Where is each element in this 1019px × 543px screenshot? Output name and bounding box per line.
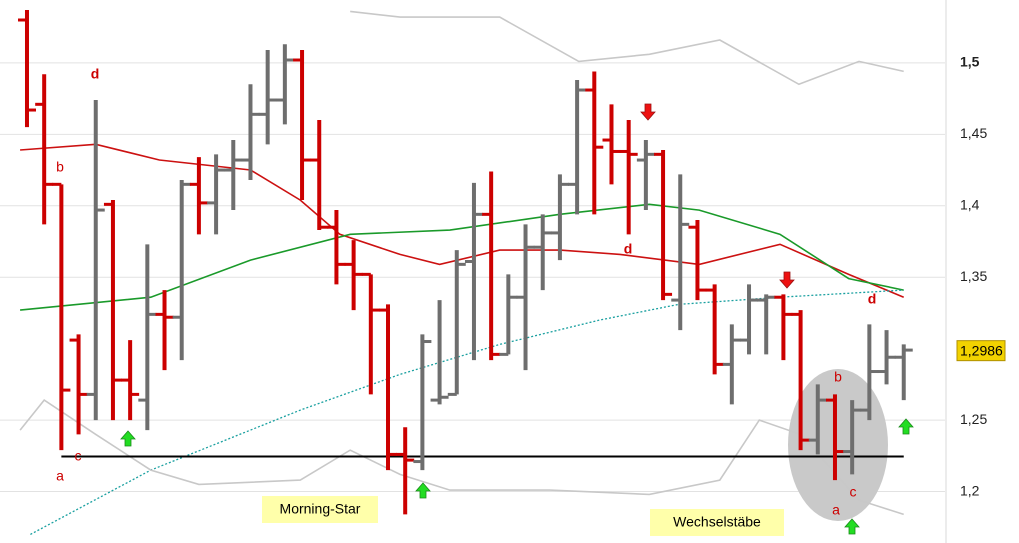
ohlc-bar	[516, 224, 535, 371]
ohlc-bar	[103, 200, 122, 421]
ohlc-bar	[327, 210, 346, 285]
ohlc-bar	[894, 344, 913, 401]
ohlc-bar	[757, 294, 776, 355]
annotation: a	[832, 502, 840, 518]
annotation: c	[850, 484, 857, 500]
label-box	[650, 509, 784, 536]
ohlc-bar	[35, 74, 54, 225]
ohlc-bar	[482, 171, 501, 361]
ohlc-bar	[550, 174, 569, 261]
annotation: b	[56, 159, 64, 175]
y-tick-label: 1,4	[960, 196, 980, 212]
ohlc-bar	[310, 120, 329, 231]
ohlc-bar	[189, 157, 208, 235]
ohlc-bar	[413, 334, 432, 471]
ohlc-bar	[705, 284, 724, 375]
ohlc-bar	[241, 84, 260, 181]
ohlc-bar	[877, 330, 896, 385]
label-box	[262, 496, 378, 523]
ohlc-bar	[258, 50, 277, 145]
ohlc-bar	[361, 272, 380, 395]
ohlc-bar	[69, 334, 88, 435]
ohlc-bar	[636, 140, 655, 211]
ohlc-bar	[602, 104, 621, 185]
indicator-line	[20, 143, 905, 298]
ohlc-bar	[654, 150, 673, 301]
ohlc-bar	[585, 71, 604, 215]
ohlc-bar	[843, 400, 862, 475]
highlight-ellipse	[788, 369, 888, 521]
down-arrow	[640, 103, 656, 121]
up-arrow	[415, 482, 431, 499]
ohlc-bar	[447, 250, 466, 396]
ohlc-bar	[224, 140, 243, 211]
ohlc-bar	[379, 304, 398, 471]
ohlc-bar	[207, 154, 226, 235]
ohlc-bar	[860, 324, 879, 421]
ohlc-bar	[808, 384, 827, 455]
annotation: d	[624, 241, 633, 257]
ohlc-bar	[138, 244, 157, 431]
ohlc-bar	[172, 180, 191, 361]
annotation: c	[75, 448, 82, 464]
ohlc-bar	[121, 340, 140, 421]
annotation: d	[868, 291, 877, 307]
up-arrow	[898, 418, 914, 435]
y-tick-label: 1,2	[960, 482, 980, 498]
ohlc-bar	[275, 44, 294, 125]
up-arrow	[120, 430, 136, 447]
up-arrow	[844, 518, 860, 535]
ohlc-bar	[791, 310, 810, 451]
annotation: b	[834, 369, 842, 385]
ohlc-bar	[344, 240, 363, 311]
annotation: d	[91, 66, 100, 82]
ohlc-bar	[396, 427, 415, 515]
ohlc-bar	[499, 274, 518, 356]
last-price-box	[956, 340, 1006, 362]
ohlc-bar	[86, 100, 105, 421]
annotation: a	[56, 468, 64, 484]
y-tick-label: 1,25	[960, 411, 987, 427]
ohlc-bar	[568, 80, 587, 215]
signal-arrows	[120, 103, 914, 535]
ohlc-bar	[155, 290, 174, 371]
annotation: Morning-Star	[280, 501, 361, 517]
ohlc-bar	[533, 214, 552, 291]
annotation: Wechselstäbe	[673, 514, 761, 530]
ohlc-bar	[17, 10, 36, 128]
ohlc-bar	[722, 324, 741, 405]
ohlc-bar	[52, 182, 71, 451]
ohlc-bar	[430, 300, 449, 405]
y-tick-label: 1,5	[960, 54, 980, 70]
ohlc-bar	[619, 120, 638, 235]
last-price-label: 1,2986	[960, 342, 1003, 358]
ohlc-bar	[825, 394, 844, 481]
ohlc-bar	[740, 284, 759, 355]
indicator-line	[350, 10, 904, 86]
ohlc-bar	[774, 294, 793, 361]
y-tick-label: 1,35	[960, 268, 987, 284]
indicator-line	[19, 399, 904, 516]
down-arrow	[779, 271, 795, 289]
ohlc-bar	[464, 182, 483, 361]
y-tick-label: 1,45	[960, 125, 987, 141]
ohlc-bar	[293, 50, 312, 201]
ohlc-bar	[688, 220, 707, 301]
ohlc-bar	[671, 174, 690, 331]
